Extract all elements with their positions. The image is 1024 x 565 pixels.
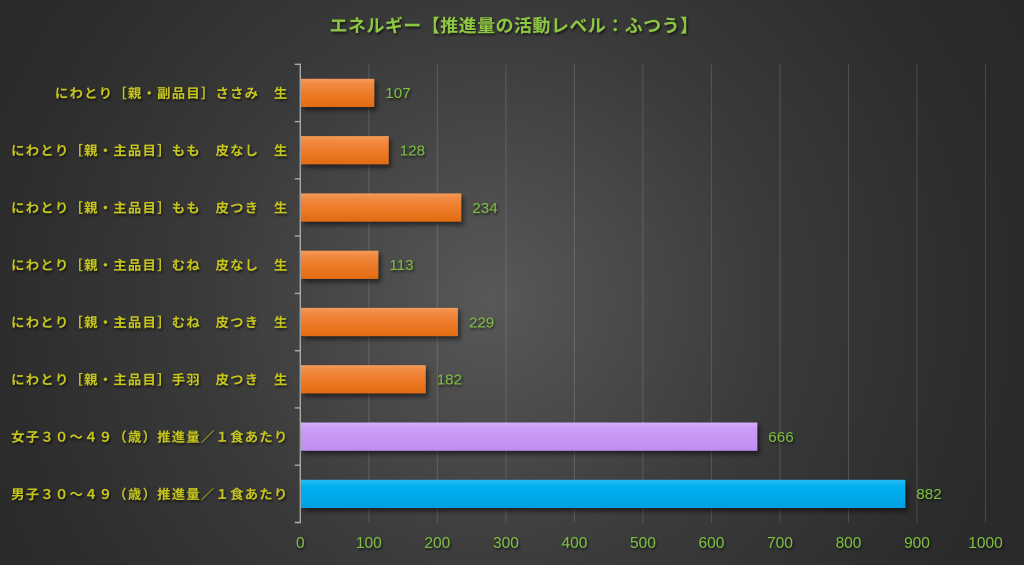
svg-text:100: 100 (356, 535, 382, 552)
svg-text:882: 882 (916, 486, 941, 503)
svg-text:0: 0 (296, 535, 305, 552)
svg-text:182: 182 (437, 372, 462, 389)
svg-text:400: 400 (561, 535, 587, 552)
svg-text:300: 300 (493, 535, 519, 552)
svg-text:900: 900 (904, 535, 930, 552)
svg-text:234: 234 (472, 200, 497, 217)
svg-text:229: 229 (469, 314, 494, 331)
svg-text:700: 700 (767, 535, 793, 552)
svg-text:1000: 1000 (968, 535, 1003, 552)
svg-text:113: 113 (389, 257, 413, 274)
svg-text:600: 600 (698, 535, 724, 552)
svg-text:666: 666 (768, 429, 793, 446)
svg-text:500: 500 (630, 535, 656, 552)
svg-text:107: 107 (385, 85, 410, 102)
svg-text:800: 800 (836, 535, 862, 552)
svg-text:128: 128 (400, 143, 425, 160)
svg-text:200: 200 (424, 535, 450, 552)
